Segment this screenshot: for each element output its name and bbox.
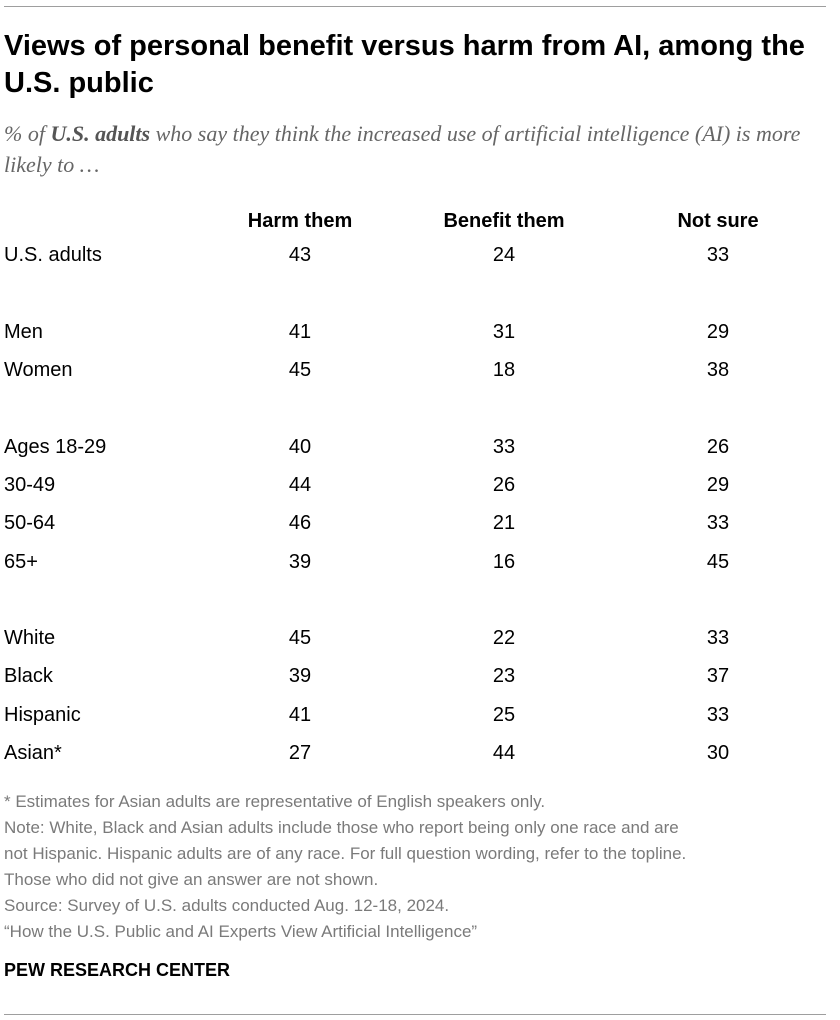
source-line: Source: Survey of U.S. adults conducted … bbox=[4, 896, 450, 915]
row-label: 65+ bbox=[4, 551, 38, 573]
bottom-rule bbox=[4, 1014, 826, 1015]
subtitle-suffix: who say they think the increased use of … bbox=[4, 121, 801, 177]
cell-benefit: 26 bbox=[492, 474, 516, 496]
cell-not-sure: 37 bbox=[706, 665, 730, 687]
note-asterisk: * Estimates for Asian adults are represe… bbox=[4, 792, 546, 811]
cell-harm: 40 bbox=[288, 436, 312, 458]
table-row: Asian* 27 44 30 bbox=[0, 738, 840, 768]
row-label: Asian* bbox=[4, 742, 62, 764]
row-label: Hispanic bbox=[4, 704, 81, 726]
cell-benefit: 23 bbox=[492, 665, 516, 687]
row-label: Black bbox=[4, 665, 53, 687]
cell-not-sure: 33 bbox=[706, 244, 730, 266]
report-title: “How the U.S. Public and AI Experts View… bbox=[4, 922, 478, 941]
row-label: White bbox=[4, 627, 56, 649]
column-header-harm: Harm them bbox=[247, 210, 353, 232]
cell-harm: 45 bbox=[288, 359, 312, 381]
cell-harm: 45 bbox=[288, 627, 312, 649]
top-rule bbox=[4, 6, 826, 7]
table-row: 50-64 46 21 33 bbox=[0, 508, 840, 538]
cell-not-sure: 26 bbox=[706, 436, 730, 458]
table-row: Hispanic 41 25 33 bbox=[0, 700, 840, 730]
subtitle-bold: U.S. adults bbox=[50, 121, 151, 146]
cell-not-sure: 38 bbox=[706, 359, 730, 381]
table-row: White 45 22 33 bbox=[0, 623, 840, 653]
cell-harm: 41 bbox=[288, 704, 312, 726]
chart-subtitle: % of U.S. adults who say they think the … bbox=[4, 118, 826, 180]
cell-not-sure: 30 bbox=[706, 742, 730, 764]
notes: * Estimates for Asian adults are represe… bbox=[4, 789, 834, 945]
row-label: 50-64 bbox=[4, 512, 56, 534]
subtitle-prefix: % of bbox=[4, 121, 51, 146]
note-line: not Hispanic. Hispanic adults are of any… bbox=[4, 844, 687, 863]
table-row: 30-49 44 26 29 bbox=[0, 470, 840, 500]
cell-benefit: 16 bbox=[492, 551, 516, 573]
cell-harm: 39 bbox=[288, 665, 312, 687]
row-label: Ages 18-29 bbox=[4, 436, 107, 458]
note-line: Note: White, Black and Asian adults incl… bbox=[4, 818, 679, 837]
table-row: Ages 18-29 40 33 26 bbox=[0, 432, 840, 462]
table-row: Women 45 18 38 bbox=[0, 355, 840, 385]
row-label: Women bbox=[4, 359, 73, 381]
cell-not-sure: 33 bbox=[706, 512, 730, 534]
cell-harm: 27 bbox=[288, 742, 312, 764]
cell-harm: 41 bbox=[288, 321, 312, 343]
brand-logo-text: PEW RESEARCH CENTER bbox=[4, 960, 231, 980]
cell-not-sure: 45 bbox=[706, 551, 730, 573]
cell-benefit: 33 bbox=[492, 436, 516, 458]
cell-not-sure: 29 bbox=[706, 321, 730, 343]
cell-not-sure: 33 bbox=[706, 627, 730, 649]
cell-benefit: 18 bbox=[492, 359, 516, 381]
table-row: U.S. adults 43 24 33 bbox=[0, 240, 840, 270]
cell-benefit: 44 bbox=[492, 742, 516, 764]
table-row: Men 41 31 29 bbox=[0, 317, 840, 347]
column-header-not-sure: Not sure bbox=[677, 210, 759, 232]
cell-not-sure: 29 bbox=[706, 474, 730, 496]
cell-harm: 44 bbox=[288, 474, 312, 496]
cell-benefit: 25 bbox=[492, 704, 516, 726]
cell-harm: 46 bbox=[288, 512, 312, 534]
cell-benefit: 21 bbox=[492, 512, 516, 534]
cell-benefit: 22 bbox=[492, 627, 516, 649]
row-label: U.S. adults bbox=[4, 244, 102, 266]
cell-not-sure: 33 bbox=[706, 704, 730, 726]
chart-title: Views of personal benefit versus harm fr… bbox=[4, 30, 805, 99]
column-header-benefit: Benefit them bbox=[443, 210, 565, 232]
cell-benefit: 24 bbox=[492, 244, 516, 266]
table-row: Black 39 23 37 bbox=[0, 661, 840, 691]
cell-harm: 39 bbox=[288, 551, 312, 573]
row-label: Men bbox=[4, 321, 43, 343]
table-row: 65+ 39 16 45 bbox=[0, 547, 840, 577]
row-label: 30-49 bbox=[4, 474, 56, 496]
note-line: Those who did not give an answer are not… bbox=[4, 870, 379, 889]
cell-benefit: 31 bbox=[492, 321, 516, 343]
cell-harm: 43 bbox=[288, 244, 312, 266]
